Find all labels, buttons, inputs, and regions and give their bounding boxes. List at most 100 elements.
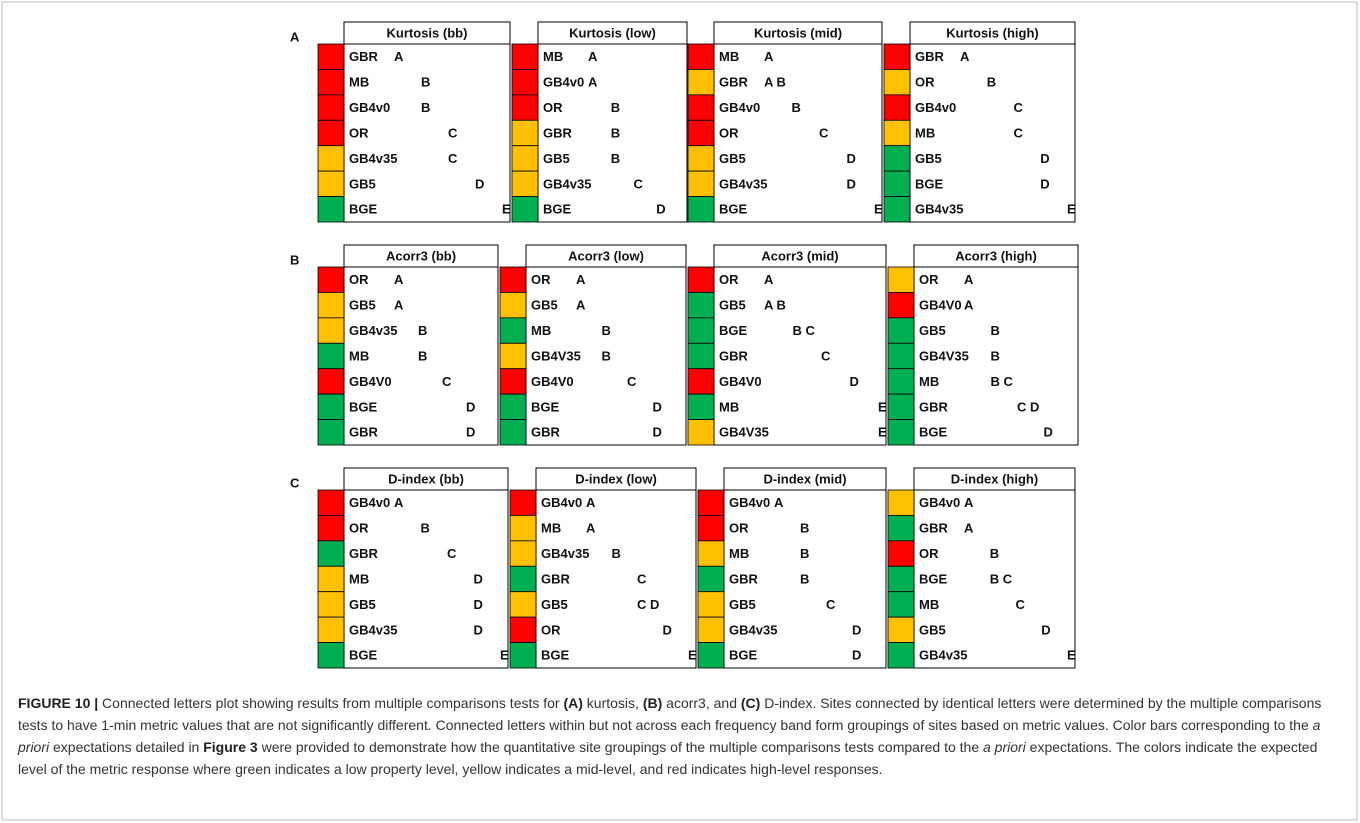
group-letters: C: [637, 571, 647, 586]
site-name: GB4V35: [719, 425, 769, 440]
site-name: OR: [919, 546, 939, 561]
site-name: GBR: [915, 49, 945, 64]
color-bar: [511, 119, 539, 147]
group-letters: B: [991, 348, 1000, 363]
site-name: GB4v0: [541, 495, 582, 510]
group-letters: A: [576, 298, 586, 313]
group-letters: D: [474, 597, 483, 612]
color-bar: [887, 317, 915, 344]
group-letters: C: [448, 151, 458, 166]
color-bar: [511, 170, 539, 197]
group-letters: E: [874, 202, 883, 217]
site-name: GB4V35: [531, 348, 581, 363]
color-bar: [317, 368, 345, 395]
group-letters: A: [394, 272, 404, 287]
site-name: GB4v0: [349, 100, 390, 115]
site-name: GB5: [349, 176, 376, 191]
group-letters: B: [800, 521, 809, 536]
group-letters: A B: [764, 75, 786, 90]
caption-italic: a priori: [983, 739, 1026, 755]
color-bar: [317, 515, 345, 542]
color-bar: [687, 317, 715, 344]
table-box: [525, 266, 687, 446]
site-name: GB4v35: [719, 176, 767, 191]
color-bar: [511, 69, 539, 96]
site-name: MB: [349, 75, 369, 90]
group-letters: A: [394, 495, 404, 510]
group-letters: E: [878, 399, 887, 414]
group-letters: A: [964, 521, 974, 536]
table-title: Kurtosis (high): [946, 25, 1038, 40]
color-bar: [499, 342, 527, 370]
site-name: OR: [719, 125, 739, 140]
caption-text: D-index. Sites connected by identical le…: [18, 695, 1322, 733]
color-bar: [317, 342, 345, 370]
caption-label: FIGURE 10 |: [18, 695, 99, 711]
color-bar: [697, 489, 725, 516]
table-box: [343, 43, 511, 223]
site-name: GB4V0: [919, 298, 962, 313]
color-bar: [317, 145, 345, 172]
site-name: GBR: [349, 546, 379, 561]
site-name: BGE: [719, 202, 748, 217]
color-bar: [697, 616, 725, 643]
color-bar: [697, 515, 725, 542]
group-letters: D: [663, 622, 672, 637]
color-bar: [499, 419, 527, 446]
group-letters: A: [586, 495, 596, 510]
site-name: MB: [349, 348, 369, 363]
site-name: GB4v35: [349, 622, 397, 637]
color-bar: [511, 145, 539, 172]
caption-ref: Figure 3: [203, 739, 258, 755]
site-name: BGE: [349, 648, 378, 663]
site-name: OR: [719, 272, 739, 287]
site-name: GBR: [349, 425, 379, 440]
site-name: GB5: [919, 323, 946, 338]
color-bar: [883, 43, 911, 70]
group-letters: D: [847, 151, 856, 166]
group-letters: B: [418, 323, 427, 338]
site-name: GBR: [543, 125, 573, 140]
site-name: OR: [541, 622, 561, 637]
caption-text: Connected letters plot showing results f…: [98, 695, 564, 711]
group-letters: D: [1041, 622, 1050, 637]
group-letters: E: [1067, 202, 1076, 217]
site-name: BGE: [349, 399, 378, 414]
site-name: MB: [719, 49, 739, 64]
color-bar: [317, 489, 345, 516]
site-name: GB4v0: [349, 495, 390, 510]
color-bar: [887, 489, 915, 516]
table-box: [537, 43, 688, 223]
group-letters: D: [847, 176, 856, 191]
site-name: GB4v0: [729, 495, 770, 510]
group-letters: D: [653, 399, 662, 414]
site-name: GB4v35: [349, 323, 397, 338]
caption-text: were provided to demonstrate how the qua…: [257, 739, 983, 755]
site-name: GBR: [541, 571, 571, 586]
color-bar: [509, 591, 537, 618]
group-letters: C D: [1017, 399, 1039, 414]
color-bar: [887, 515, 915, 542]
group-letters: E: [1067, 648, 1076, 663]
color-bar: [687, 393, 715, 420]
group-letters: C D: [637, 597, 659, 612]
color-bar: [887, 266, 915, 293]
color-bar: [499, 317, 527, 344]
color-bar: [887, 642, 915, 669]
table-title: D-index (low): [575, 471, 657, 486]
color-bar: [887, 616, 915, 643]
table-title: Acorr3 (mid): [761, 248, 838, 263]
color-bar: [883, 196, 911, 223]
site-name: OR: [543, 100, 563, 115]
site-name: MB: [719, 399, 739, 414]
site-name: GB5: [349, 597, 376, 612]
site-name: GBR: [919, 399, 949, 414]
site-name: MB: [543, 49, 563, 64]
color-bar: [887, 393, 915, 420]
site-name: BGE: [541, 648, 570, 663]
color-bar: [317, 119, 345, 147]
color-bar: [509, 642, 537, 669]
group-letters: B: [990, 546, 999, 561]
